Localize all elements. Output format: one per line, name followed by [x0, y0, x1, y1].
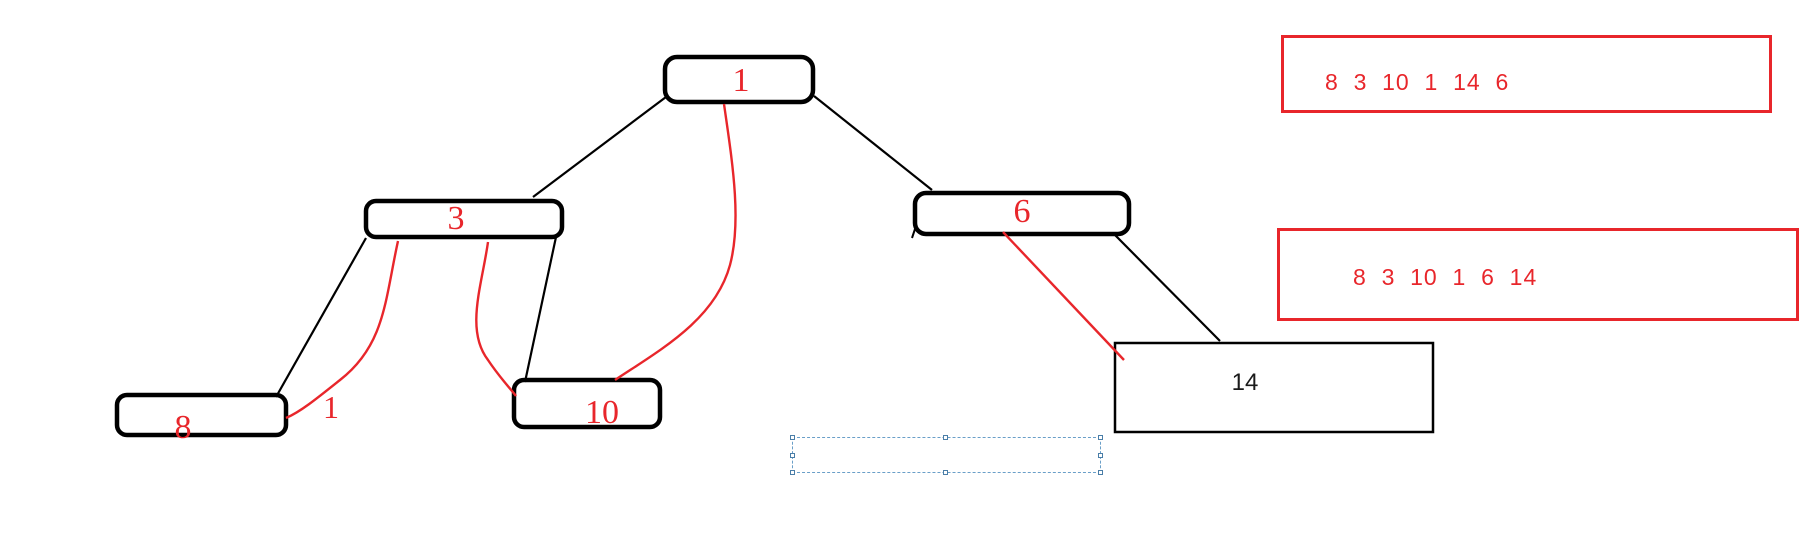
path-3-to-10 [476, 242, 516, 396]
node-10-label: 10 [585, 396, 619, 430]
node-3-label: 3 [448, 202, 465, 236]
resize-handle-tr[interactable] [1098, 435, 1103, 440]
node-8-box [117, 395, 286, 435]
path-3-to-8 [286, 241, 398, 418]
sequence-text-1: 8 3 10 1 14 6 [1325, 71, 1509, 94]
resize-handle-bl[interactable] [790, 470, 795, 475]
edge-1-3 [533, 97, 666, 197]
resize-handle-tm[interactable] [943, 435, 948, 440]
resize-handle-br[interactable] [1098, 470, 1103, 475]
annotation-paths [286, 104, 1124, 418]
resize-handle-ml[interactable] [790, 453, 795, 458]
edge-3-8 [276, 238, 366, 397]
resize-handle-tl[interactable] [790, 435, 795, 440]
node-14-box [1115, 343, 1433, 432]
edge-1-6 [814, 96, 932, 190]
edge-3-10 [525, 237, 556, 382]
tree-edges [276, 96, 1220, 397]
sequence-text-2: 8 3 10 1 6 14 [1353, 266, 1537, 289]
edge-6-14 [1115, 235, 1220, 341]
resize-handle-bm[interactable] [943, 470, 948, 475]
path-1-to-10 [615, 104, 736, 380]
selected-empty-textbox[interactable] [792, 437, 1101, 473]
node-8-label: 8 [175, 411, 192, 445]
node-6-tick [912, 229, 915, 238]
node-1-label: 1 [733, 64, 750, 98]
node-14-label: 14 [1232, 371, 1259, 395]
node-6-label: 6 [1014, 195, 1031, 229]
path-6-to-14 [1003, 232, 1124, 360]
resize-handle-mr[interactable] [1098, 453, 1103, 458]
edge-annotation-label: 1 [323, 391, 339, 423]
